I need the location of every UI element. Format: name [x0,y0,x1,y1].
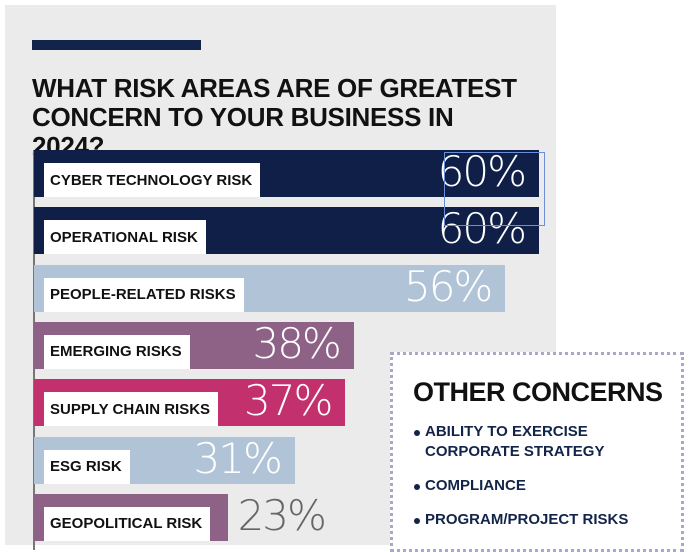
bar-label: CYBER TECHNOLOGY RISK [44,163,261,197]
value-label: 60% [437,147,527,196]
bar-label: SUPPLY CHAIN RISKS [44,392,219,427]
bar: GEOPOLITICAL RISK 23% [34,491,327,541]
other-concern-item: COMPLIANCE [413,476,681,496]
bar-label: ESG RISK [44,449,130,484]
bar: ESG RISK 31% [34,434,295,484]
bar: EMERGING RISKS 38% [34,319,354,369]
value-label: 60% [437,204,527,254]
value-label: 56% [403,261,493,311]
bar: PEOPLE-RELATED RISKS 56% [34,262,506,312]
other-concern-item: PROGRAM/PROJECT RISKS [413,510,681,530]
value-label: 38% [252,318,341,368]
other-concern-item: ABILITY TO EXERCISE CORPORATE STRATEGY [413,422,681,462]
bar: CYBER TECHNOLOGY RISK 60% [34,147,539,197]
bar: SUPPLY CHAIN RISKS 37% [34,376,346,427]
selection-box [444,152,545,226]
bar-label: OPERATIONAL RISK [44,220,206,255]
bar-label: GEOPOLITICAL RISK [44,506,211,541]
other-concerns-box: OTHER CONCERNS ABILITY TO EXERCISE CORPO… [390,352,684,552]
other-concerns-list: ABILITY TO EXERCISE CORPORATE STRATEGY C… [413,422,681,530]
accent-rule [32,40,201,50]
value-label: 31% [193,433,283,483]
other-concerns-heading: OTHER CONCERNS [413,377,663,407]
bar-label: EMERGING RISKS [44,334,190,369]
bar: OPERATIONAL RISK 60% [34,204,539,255]
value-label: 37% [244,376,333,426]
bar-label: PEOPLE-RELATED RISKS [44,277,244,312]
value-label: 23% [237,490,327,540]
chart-title: WHAT RISK AREAS ARE OF GREATEST CONCERN … [32,73,517,161]
